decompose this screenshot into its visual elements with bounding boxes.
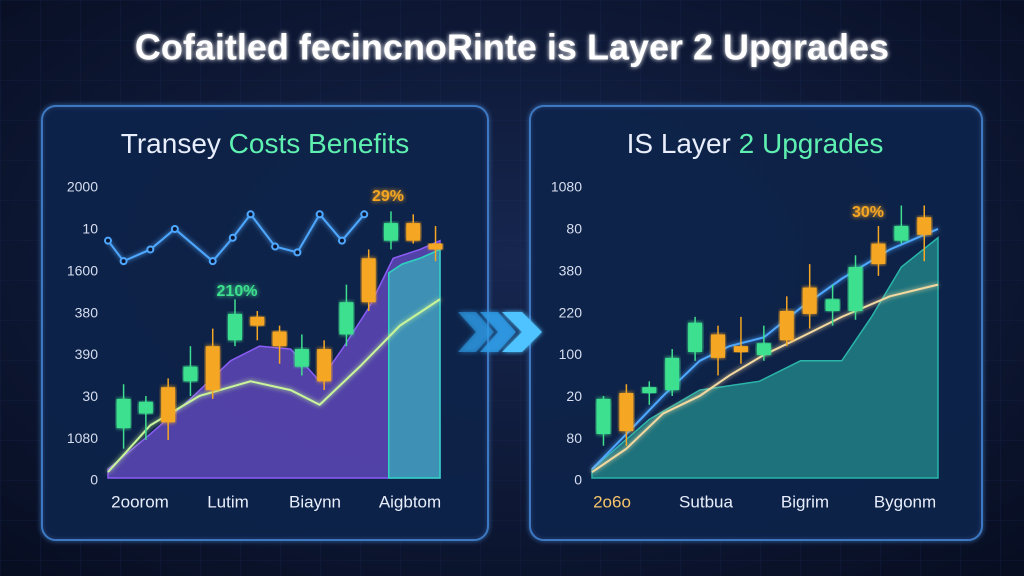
line-marker	[293, 248, 302, 257]
line-marker	[170, 224, 179, 233]
x-axis-label: Biaynn	[289, 492, 341, 511]
candle-body	[138, 401, 153, 414]
y-axis-label: 1080	[551, 179, 582, 195]
chart: IS Layer 2 Upgrades108080380220100208002…	[551, 128, 939, 511]
panel-title-highlight: Costs Benefits	[229, 128, 410, 159]
candle-body	[642, 387, 657, 394]
candle-body	[871, 243, 886, 265]
x-axis-label: Aigbtom	[379, 492, 441, 511]
candle-body	[383, 223, 398, 241]
y-axis-label: 30	[82, 388, 98, 404]
y-axis-label: 2000	[67, 179, 98, 195]
charts: Transey Costs Benefits200010160038039030…	[67, 128, 939, 511]
y-axis-label: 380	[75, 304, 99, 320]
y-axis-label: 100	[559, 346, 583, 362]
candle-body	[825, 299, 840, 311]
candle-body	[161, 387, 176, 423]
chart: Transey Costs Benefits 2000 10 1600 380 390 30…	[67, 128, 443, 511]
line-marker	[119, 257, 128, 266]
panel-title-main: IS Layer	[627, 128, 731, 159]
line-marker	[228, 233, 237, 242]
line-marker	[104, 236, 112, 245]
main-title: Cofaitled fecincnoRinte is Layer 2 Upgra…	[135, 27, 889, 68]
y-axis-label: 80	[566, 430, 582, 446]
panel-title-main: Transey	[121, 128, 221, 159]
y-axis-label: 1600	[67, 262, 98, 278]
candle-body	[665, 357, 680, 391]
x-axis-label: 2o6o	[593, 492, 631, 511]
x-axis-label: Sutbua	[679, 492, 733, 511]
transition-arrows	[458, 312, 542, 352]
y-axis-label: 10	[82, 221, 98, 237]
candle-body	[894, 226, 909, 241]
candle-body	[183, 366, 198, 382]
y-axis-label: 0	[90, 472, 98, 488]
candle-body	[428, 243, 443, 250]
line-marker	[337, 236, 346, 245]
annotation: 29%	[372, 188, 404, 205]
line-marker	[146, 245, 155, 254]
panel-title: Transey Costs Benefits	[121, 128, 409, 159]
y-axis-label: 220	[559, 304, 583, 320]
y-axis-label: 80	[566, 221, 582, 237]
x-axis-label: Bigrim	[781, 492, 829, 511]
candle-body	[619, 393, 634, 432]
line-marker	[360, 210, 369, 219]
candle-body	[779, 310, 794, 341]
candle-body	[272, 331, 287, 347]
candle-body	[116, 398, 131, 429]
line	[591, 228, 939, 470]
line-marker	[246, 210, 255, 219]
candle-body	[756, 343, 771, 355]
line	[591, 283, 939, 473]
candle-body	[294, 349, 309, 367]
candle-body	[917, 217, 932, 235]
candle-body	[228, 313, 243, 341]
candle-body	[406, 223, 421, 241]
y-axis-label: 20	[566, 388, 582, 404]
y-axis-label: 1080	[67, 430, 98, 446]
candle-body	[339, 302, 354, 335]
x-axis-label: Lutim	[207, 492, 249, 511]
candle-body	[733, 346, 748, 353]
candle-body	[848, 267, 863, 311]
candle-body	[205, 346, 220, 391]
x-axis-label: 2oorom	[111, 492, 169, 511]
x-axis-label: Bygonm	[874, 492, 936, 511]
candle-body	[711, 334, 726, 358]
line	[107, 212, 366, 263]
area	[591, 236, 939, 479]
candle-body	[317, 349, 332, 382]
area	[388, 248, 441, 479]
panel-title-highlight: 2 Upgrades	[739, 128, 884, 159]
line-marker	[315, 210, 324, 219]
y-axis-label: 0	[574, 472, 582, 488]
line-marker	[208, 257, 217, 266]
candle-body	[802, 287, 817, 314]
y-axis-label: 390	[75, 346, 99, 362]
candle-body	[250, 316, 265, 326]
line-marker	[271, 242, 280, 251]
candle-body	[361, 258, 376, 303]
annotation: 30%	[852, 204, 884, 221]
candle-body	[596, 398, 611, 435]
candle-body	[688, 322, 703, 353]
panel-title: IS Layer 2 Upgrades	[627, 128, 884, 159]
y-axis-label: 380	[559, 262, 583, 278]
annotation: 210%	[217, 283, 258, 300]
